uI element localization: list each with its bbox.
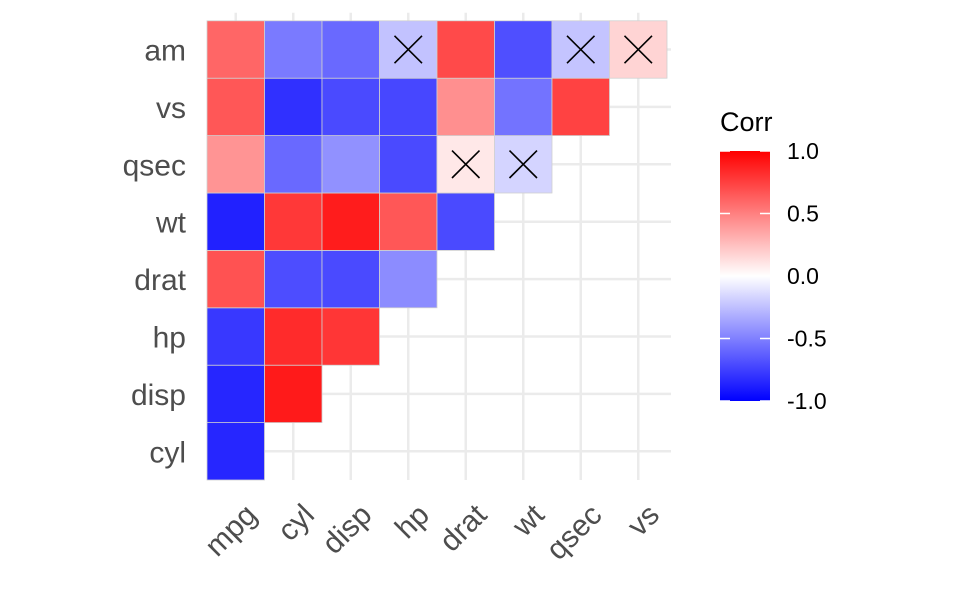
heatmap-cell-qsec-vs [551, 77, 610, 136]
heatmap-cell-hp-qsec [379, 135, 438, 194]
heatmap-cell-cyl-wt [264, 192, 323, 251]
heatmap-cell-mpg-hp [206, 307, 265, 366]
legend-tick-label: 0.0 [787, 263, 819, 289]
insignificant-marker [566, 35, 596, 64]
heatmap-cell-disp-am [321, 20, 380, 79]
heatmap-cell-drat-vs [436, 77, 495, 136]
y-tick-label-qsec: qsec [123, 149, 186, 182]
heatmap-cell-mpg-disp [206, 364, 265, 424]
heatmap-cell-disp-qsec [321, 135, 380, 194]
y-tick-label-drat: drat [134, 264, 186, 297]
x-tick-label-cyl: cyl [272, 498, 321, 547]
heatmap-cell-mpg-am [206, 20, 265, 79]
heatmap-cells [206, 20, 668, 481]
heatmap-cell-cyl-am [264, 20, 323, 79]
x-tick-label-drat: drat [434, 498, 494, 558]
heatmap-cell-disp-wt [321, 192, 380, 251]
legend-tick-label: -1.0 [787, 388, 827, 414]
insignificant-marker [508, 150, 538, 179]
y-tick-label-hp: hp [153, 322, 186, 355]
heatmap-cell-hp-vs [379, 77, 438, 136]
x-tick-label-vs: vs [621, 498, 666, 543]
x-tick-label-disp: disp [316, 498, 378, 560]
heatmap-cell-mpg-wt [206, 192, 265, 251]
color-legend: Corr 1.0 0.5 0.0 -0.5 -1.0 [720, 107, 827, 414]
heatmap-cell-disp-drat [321, 249, 380, 309]
heatmap-cell-mpg-cyl [206, 422, 265, 481]
heatmap-cell-wt-vs [494, 77, 553, 136]
heatmap-cell-cyl-disp [264, 364, 323, 424]
y-tick-label-vs: vs [156, 92, 186, 125]
heatmap-cell-cyl-hp [264, 307, 323, 366]
legend-tick-label: -0.5 [787, 326, 827, 352]
insignificant-marker [623, 35, 653, 64]
heatmap-cell-disp-hp [321, 307, 380, 366]
heatmap-cell-drat-am [436, 20, 495, 79]
legend-title: Corr [720, 107, 773, 137]
heatmap-cell-hp-wt [379, 192, 438, 251]
heatmap-cell-cyl-qsec [264, 135, 323, 194]
heatmap-cell-drat-wt [436, 192, 495, 251]
heatmap-cell-hp-drat [379, 249, 438, 309]
heatmap-cell-mpg-drat [206, 249, 265, 309]
insignificant-marker [451, 150, 481, 179]
heatmap-cell-cyl-drat [264, 249, 323, 309]
legend-tick-label: 0.5 [787, 201, 819, 227]
y-tick-label-am: am [144, 35, 186, 68]
y-tick-label-disp: disp [131, 379, 186, 412]
x-tick-label-qsec: qsec [540, 498, 608, 566]
heatmap-cell-mpg-qsec [206, 135, 265, 194]
y-tick-label-wt: wt [155, 207, 187, 240]
x-tick-label-wt: wt [506, 498, 552, 544]
y-axis-ticks: cyl disp hp drat wt qsec vs am [123, 35, 187, 470]
x-tick-label-mpg: mpg [199, 498, 264, 563]
legend-tick-label: 1.0 [787, 138, 819, 164]
y-tick-label-cyl: cyl [149, 436, 186, 469]
heatmap-cell-wt-am [494, 20, 553, 79]
heatmap-cell-mpg-vs [206, 77, 265, 136]
insignificant-marker [393, 35, 423, 64]
x-tick-label-hp: hp [389, 498, 436, 545]
heatmap-cell-cyl-vs [264, 77, 323, 136]
heatmap-cell-disp-vs [321, 77, 380, 136]
